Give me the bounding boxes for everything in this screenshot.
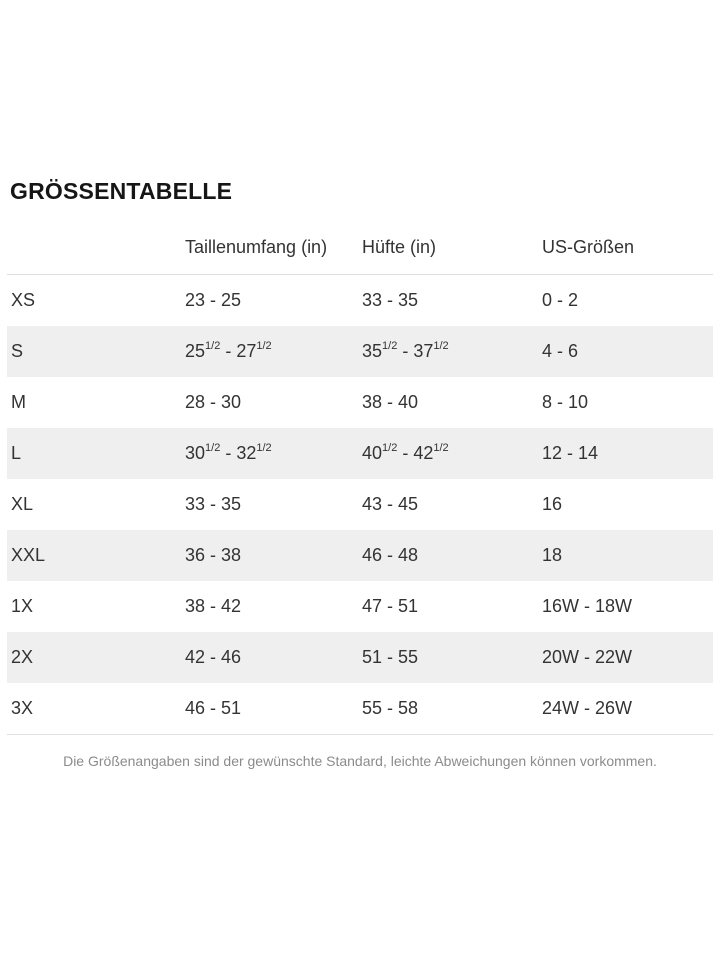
size-label-cell: L xyxy=(11,443,22,463)
table-row: S 251/2 - 271/2 351/2 - 371/2 4 - 6 xyxy=(7,326,713,377)
waist-range-cell: 301/2 - 321/2 xyxy=(185,442,272,464)
table-header-row: Taillenumfang (in) Hüfte (in) US-Größen xyxy=(7,227,713,275)
hip-range-cell: 47 - 51 xyxy=(362,596,419,616)
us-sizes-cell: 8 - 10 xyxy=(542,392,589,412)
size-label-cell: XXL xyxy=(11,545,46,565)
fraction-superscript: 1/2 xyxy=(433,442,449,454)
fraction-superscript: 1/2 xyxy=(433,340,449,352)
size-label-cell: XL xyxy=(11,494,34,514)
us-sizes-cell: 18 xyxy=(542,545,563,565)
us-sizes-cell: 24W - 26W xyxy=(542,698,633,718)
waist-range-cell: 42 - 46 xyxy=(185,647,242,667)
us-sizes-cell: 16W - 18W xyxy=(542,596,633,616)
fraction-superscript: 1/2 xyxy=(205,442,221,454)
table-row: L 301/2 - 321/2 401/2 - 421/2 12 - 14 xyxy=(7,428,713,479)
column-header-size xyxy=(7,227,185,275)
size-chart-section: GRÖSSENTABELLE Taillenumfang (in) Hüfte (… xyxy=(7,178,713,769)
us-sizes-cell: 20W - 22W xyxy=(542,647,633,667)
hip-range-cell: 38 - 40 xyxy=(362,392,419,412)
table-row: M 28 - 30 38 - 40 8 - 10 xyxy=(7,377,713,428)
waist-range-cell: 33 - 35 xyxy=(185,494,242,514)
table-row: 2X 42 - 46 51 - 55 20W - 22W xyxy=(7,632,713,683)
page-title: GRÖSSENTABELLE xyxy=(10,178,233,204)
fraction-superscript: 1/2 xyxy=(382,340,398,352)
hip-range-cell: 55 - 58 xyxy=(362,698,419,718)
table-row: XS 23 - 25 33 - 35 0 - 2 xyxy=(7,275,713,327)
waist-range-cell: 36 - 38 xyxy=(185,545,242,565)
size-chart-footnote: Die Größenangaben sind der gewünschte St… xyxy=(63,753,657,769)
hip-range-cell: 351/2 - 371/2 xyxy=(362,340,449,362)
size-label-cell: 1X xyxy=(11,596,34,616)
column-header-us-sizes: US-Größen xyxy=(542,237,635,257)
column-header-hip: Hüfte (in) xyxy=(362,237,437,257)
table-body: XS 23 - 25 33 - 35 0 - 2 S 251/2 - 271/2 351/2… xyxy=(7,275,713,735)
fraction-superscript: 1/2 xyxy=(205,340,221,352)
hip-range-cell: 33 - 35 xyxy=(362,290,419,310)
size-chart-table: Taillenumfang (in) Hüfte (in) US-Größen XS… xyxy=(7,227,713,735)
header-row: Taillenumfang (in) Hüfte (in) US-Größen xyxy=(7,227,713,275)
size-label-cell: S xyxy=(11,341,24,361)
us-sizes-cell: 0 - 2 xyxy=(542,290,579,310)
waist-range-cell: 38 - 42 xyxy=(185,596,242,616)
us-sizes-cell: 4 - 6 xyxy=(542,341,579,361)
waist-range-cell: 46 - 51 xyxy=(185,698,242,718)
waist-range-cell: 28 - 30 xyxy=(185,392,242,412)
us-sizes-cell: 12 - 14 xyxy=(542,443,599,463)
fraction-superscript: 1/2 xyxy=(256,442,272,454)
size-label-cell: M xyxy=(11,392,26,412)
hip-range-cell: 401/2 - 421/2 xyxy=(362,442,449,464)
column-header-waist: Taillenumfang (in) xyxy=(185,237,328,257)
hip-range-cell: 51 - 55 xyxy=(362,647,419,667)
size-label-cell: 2X xyxy=(11,647,34,667)
table-row: XXL 36 - 38 46 - 48 18 xyxy=(7,530,713,581)
us-sizes-cell: 16 xyxy=(542,494,563,514)
waist-range-cell: 251/2 - 271/2 xyxy=(185,340,272,362)
table-row: 3X 46 - 51 55 - 58 24W - 26W xyxy=(7,683,713,735)
fraction-superscript: 1/2 xyxy=(382,442,398,454)
hip-range-cell: 46 - 48 xyxy=(362,545,419,565)
fraction-superscript: 1/2 xyxy=(256,340,272,352)
size-label-cell: 3X xyxy=(11,698,34,718)
size-label-cell: XS xyxy=(11,290,36,310)
waist-range-cell: 23 - 25 xyxy=(185,290,242,310)
table-row: XL 33 - 35 43 - 45 16 xyxy=(7,479,713,530)
table-row: 1X 38 - 42 47 - 51 16W - 18W xyxy=(7,581,713,632)
hip-range-cell: 43 - 45 xyxy=(362,494,419,514)
